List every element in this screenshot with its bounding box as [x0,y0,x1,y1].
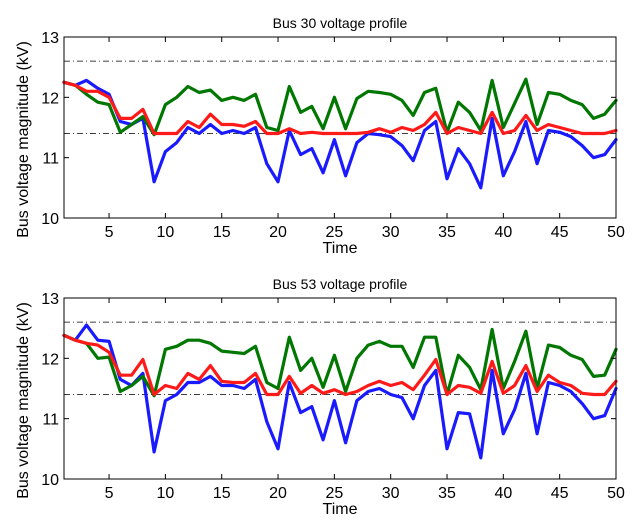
series-line-2 [62,77,618,137]
x-tick-label: 20 [269,224,287,241]
series-line-3 [62,333,618,397]
x-tick-label: 10 [156,485,174,502]
x-tick-label: 50 [607,224,625,241]
series-line-1 [62,323,618,460]
chart-title: Bus 53 voltage profile [273,276,408,292]
x-tick-label: 15 [213,224,231,241]
series-line-3 [62,80,618,136]
axes-box [63,36,617,219]
x-tick-label: 5 [105,224,114,241]
x-tick-label: 30 [382,485,400,502]
y-tick-label: 12 [41,351,59,368]
chart-panel-2: 5 10 15 20 25 30 35 40 45 50 10 11 12 13 Bus 53 voltag… [15,276,625,518]
y-tick-label: 12 [41,90,59,107]
y-tick-label: 13 [41,30,59,47]
x-tick-label: 50 [607,485,625,502]
x-tick-label: 10 [156,224,174,241]
series-line-2 [62,327,618,398]
x-tick-label: 25 [325,224,343,241]
x-tick-label: 30 [382,224,400,241]
x-tick-label: 25 [325,485,343,502]
x-tick-label: 15 [213,485,231,502]
y-tick-label: 13 [41,291,59,308]
y-tick-label: 11 [42,151,59,168]
x-tick-label: 45 [551,485,569,502]
x-tick-label: 20 [269,485,287,502]
chart-title: Bus 30 voltage profile [273,15,408,31]
plot-area [64,298,616,479]
y-axis-label: Bus voltage magnitude (kV) [15,302,32,499]
x-axis-label: Time [323,501,358,518]
series-line-1 [62,78,618,190]
y-tick-label: 10 [41,211,59,228]
x-tick-label: 35 [438,224,456,241]
x-tick-label: 40 [494,485,512,502]
y-tick-label: 10 [41,472,59,489]
x-tick-label: 45 [551,224,569,241]
x-tick-label: 40 [494,224,512,241]
x-tick-label: 5 [105,485,114,502]
y-tick-label: 11 [42,412,59,429]
chart-panel-1: 5 10 15 20 25 30 35 40 45 50 10 11 12 13 Bus 30 voltag… [15,15,625,257]
axes-box [63,297,617,480]
x-tick-label: 35 [438,485,456,502]
y-axis-label: Bus voltage magnitude (kV) [15,41,32,238]
x-axis-label: Time [323,240,358,257]
